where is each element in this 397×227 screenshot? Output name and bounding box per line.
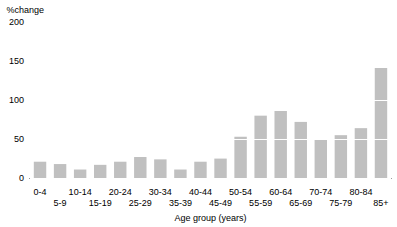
svg-text:30-34: 30-34 [149, 187, 172, 197]
svg-text:150: 150 [9, 56, 24, 66]
svg-text:60-64: 60-64 [269, 187, 292, 197]
svg-text:85+: 85+ [373, 198, 388, 208]
svg-text:50: 50 [14, 134, 24, 144]
svg-text:Age group (years): Age group (years) [174, 213, 246, 223]
svg-text:5-9: 5-9 [54, 198, 67, 208]
svg-text:75-79: 75-79 [329, 198, 352, 208]
svg-text:0: 0 [19, 173, 24, 183]
svg-text:15-19: 15-19 [89, 198, 112, 208]
svg-text:100: 100 [9, 95, 24, 105]
svg-text:25-29: 25-29 [129, 198, 152, 208]
svg-text:40-44: 40-44 [189, 187, 212, 197]
svg-text:35-39: 35-39 [169, 198, 192, 208]
svg-text:20-24: 20-24 [109, 187, 132, 197]
svg-text:50-54: 50-54 [229, 187, 252, 197]
svg-text:10-14: 10-14 [69, 187, 92, 197]
svg-text:45-49: 45-49 [209, 198, 232, 208]
svg-text:0-4: 0-4 [34, 187, 47, 197]
svg-text:%change: %change [6, 5, 44, 15]
svg-text:80-84: 80-84 [349, 187, 372, 197]
svg-text:65-69: 65-69 [289, 198, 312, 208]
svg-text:200: 200 [9, 17, 24, 27]
svg-text:70-74: 70-74 [309, 187, 332, 197]
svg-text:55-59: 55-59 [249, 198, 272, 208]
